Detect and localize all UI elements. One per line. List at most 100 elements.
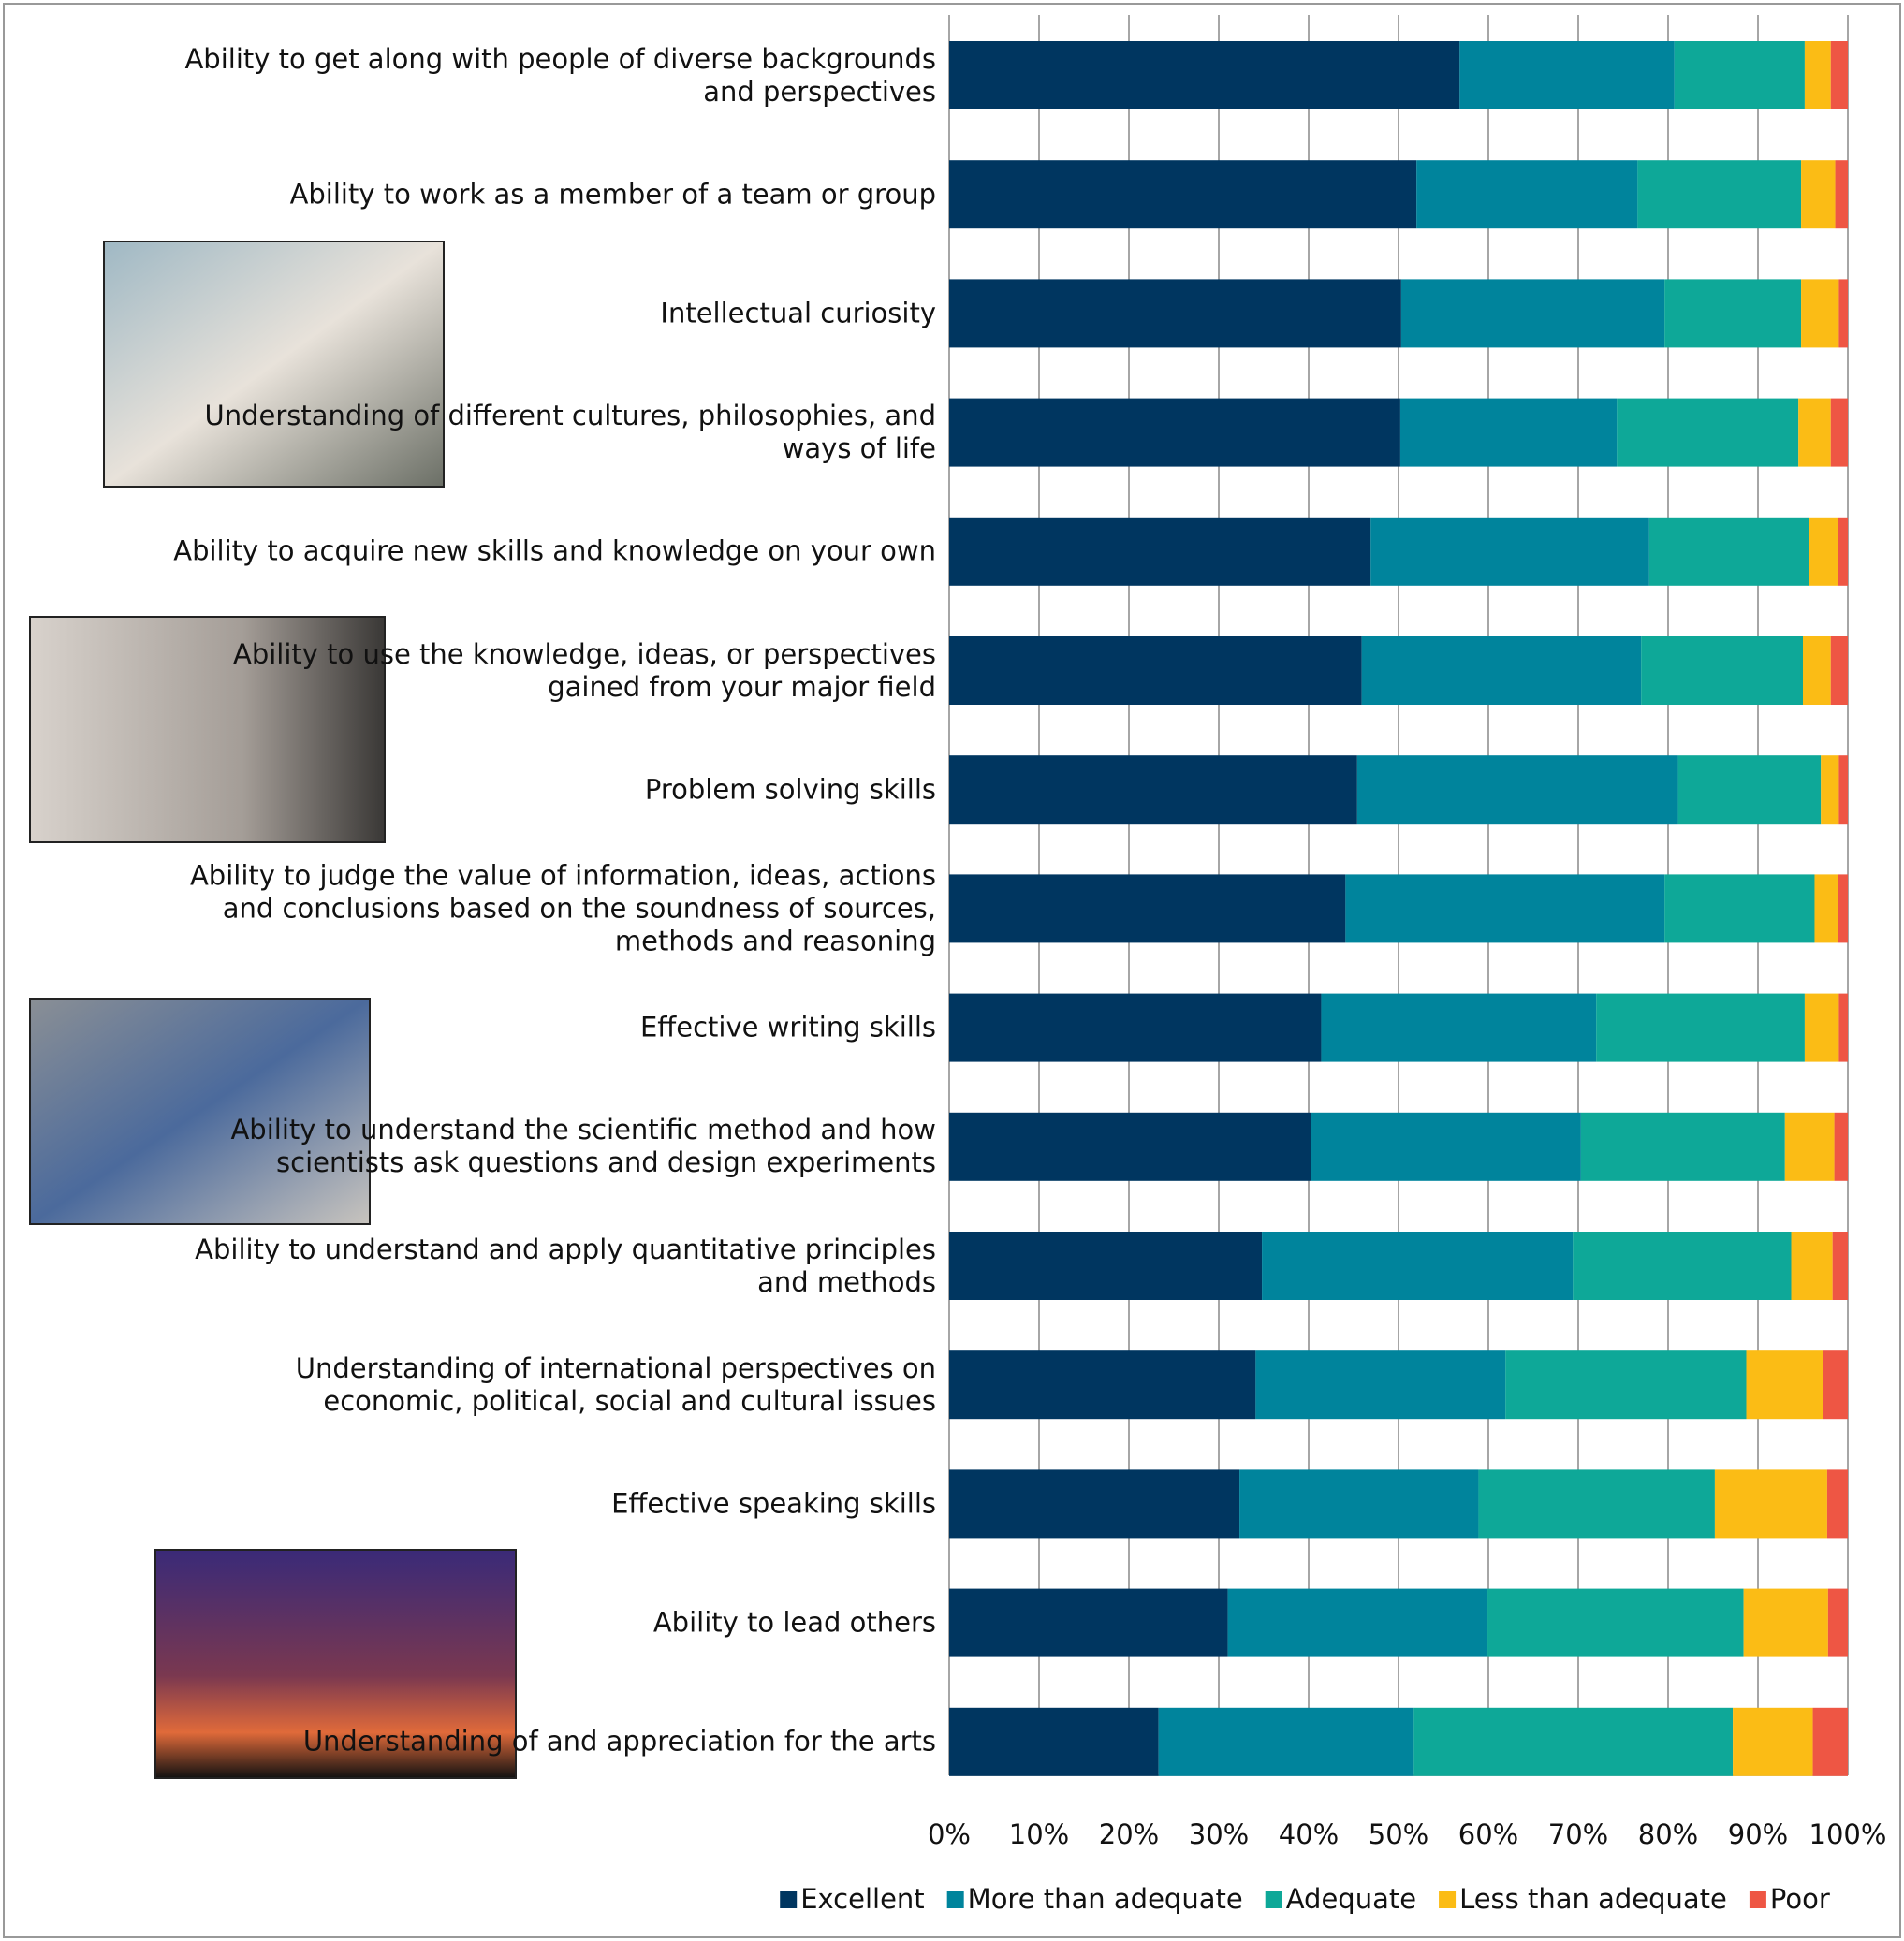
x-tick-label: 20% — [1099, 1818, 1159, 1850]
bar-segment — [1801, 160, 1836, 229]
y-tick-label: Ability to judge the value of informatio… — [189, 859, 936, 957]
bar-segment — [949, 755, 1357, 825]
bar-segment — [949, 874, 1346, 943]
bar-segment — [1801, 279, 1839, 348]
bar-segment — [949, 517, 1371, 586]
bar-segment — [1311, 1112, 1581, 1181]
legend-label: More than adequate — [968, 1883, 1243, 1915]
bar-segment — [1637, 160, 1802, 229]
photo — [103, 241, 445, 488]
x-tick-label: 40% — [1279, 1818, 1339, 1850]
bar-segment — [1255, 1350, 1506, 1420]
y-tick-label: Understanding of and appreciation for th… — [302, 1725, 936, 1758]
x-tick-label: 90% — [1728, 1818, 1788, 1850]
bar-segment — [949, 1588, 1228, 1657]
y-tick-label: Ability to understand the scientific met… — [230, 1114, 936, 1179]
x-tick-label: 30% — [1189, 1818, 1249, 1850]
bar-segment — [1838, 279, 1848, 348]
bar-segment — [1677, 755, 1822, 825]
bar-segment — [949, 41, 1460, 109]
bar-segment — [949, 993, 1322, 1062]
bar-segment — [1791, 1232, 1833, 1300]
bar-segment — [1227, 1588, 1488, 1657]
bar-segment — [949, 279, 1401, 348]
bar-segment — [1804, 993, 1839, 1062]
bar-segment — [1580, 1112, 1785, 1181]
bar-segment — [1784, 1112, 1835, 1181]
bar-segment — [1617, 398, 1799, 467]
bar-segment — [1573, 1232, 1792, 1300]
bar-segment — [1743, 1588, 1828, 1657]
y-tick-label: Ability to work as a member of a team or… — [289, 178, 936, 211]
bar-segment — [1361, 636, 1642, 705]
bar-segment — [1838, 517, 1848, 586]
bar-segment — [1345, 874, 1665, 943]
legend-swatch — [946, 1891, 964, 1908]
bar-segment — [949, 1469, 1240, 1539]
bar-segment — [1798, 398, 1831, 467]
bar-segment — [1803, 636, 1831, 705]
bar-segment — [1826, 1469, 1848, 1539]
y-tick-label: Effective writing skills — [639, 1011, 936, 1043]
bar-segment — [1239, 1469, 1479, 1539]
bar-segment — [1262, 1232, 1574, 1300]
x-tick-label: 50% — [1369, 1818, 1428, 1850]
bar-segment — [1830, 636, 1848, 705]
bar-segment — [1834, 1112, 1848, 1181]
bar-segment — [1664, 279, 1802, 348]
legend-swatch — [1439, 1891, 1457, 1908]
x-tick-label: 80% — [1638, 1818, 1698, 1850]
x-tick-label: 60% — [1458, 1818, 1518, 1850]
bar-segment — [1648, 517, 1809, 586]
y-tick-label: Understanding of international perspecti… — [295, 1351, 936, 1417]
bar-segment — [1400, 279, 1665, 348]
bar-segment — [1674, 41, 1805, 109]
photo — [154, 1549, 517, 1779]
bar-segment — [1809, 517, 1838, 586]
y-tick-label: Effective speaking skills — [611, 1487, 936, 1520]
y-tick-label: Ability to lead others — [652, 1606, 936, 1639]
legend-swatch — [1749, 1891, 1766, 1908]
y-tick-label: Ability to understand and apply quantita… — [195, 1233, 936, 1298]
bar-segment — [1835, 160, 1848, 229]
bar-segment — [1641, 636, 1803, 705]
x-tick-label: 100% — [1809, 1818, 1887, 1850]
bar-segment — [949, 636, 1362, 705]
bar-segment — [949, 1232, 1263, 1300]
y-tick-label: Ability to acquire new skills and knowle… — [173, 534, 936, 567]
bar-segment — [1505, 1350, 1747, 1420]
bar-segment — [949, 1707, 1159, 1776]
bar-segment — [1370, 517, 1649, 586]
bar-segment — [1158, 1707, 1414, 1776]
bar-segment — [1821, 755, 1839, 825]
bar-segment — [1399, 398, 1618, 467]
bar-segment — [1812, 1707, 1848, 1776]
bar-segment — [1838, 755, 1848, 825]
bar-segment — [949, 398, 1400, 467]
bar-segment — [1814, 874, 1838, 943]
y-tick-label: Understanding of different cultures, phi… — [204, 400, 936, 465]
bar-segment — [1830, 398, 1848, 467]
bar-segment — [1714, 1469, 1827, 1539]
bar-segment — [949, 1112, 1311, 1181]
bar-segment — [949, 160, 1417, 229]
frame — [3, 3, 1901, 1938]
photo — [29, 616, 386, 843]
bar-segment — [1733, 1707, 1813, 1776]
bar-segment — [1487, 1588, 1744, 1657]
bar-segment — [1321, 993, 1597, 1062]
bar-segment — [1413, 1707, 1734, 1776]
x-tick-label: 0% — [928, 1818, 971, 1850]
bar-segment — [1838, 874, 1848, 943]
bar-segment — [1596, 993, 1805, 1062]
legend-label: Less than adequate — [1459, 1883, 1727, 1915]
bar-segment — [1356, 755, 1678, 825]
bar-segment — [1664, 874, 1815, 943]
bar-segment — [1827, 1588, 1848, 1657]
bar-segment — [1830, 41, 1848, 109]
x-tick-label: 70% — [1548, 1818, 1608, 1850]
bar-segment — [1459, 41, 1675, 109]
bar-segment — [1838, 993, 1848, 1062]
